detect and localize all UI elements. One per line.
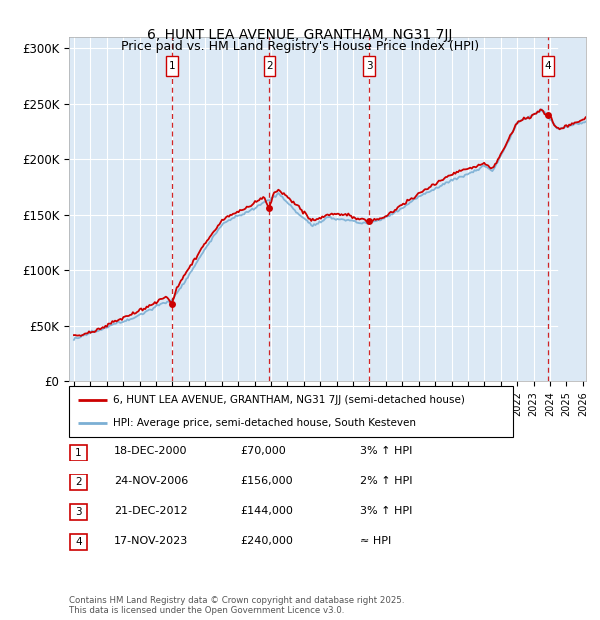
- Text: £240,000: £240,000: [240, 536, 293, 546]
- Text: 3: 3: [365, 61, 372, 71]
- Text: 1: 1: [169, 61, 175, 71]
- Text: 3% ↑ HPI: 3% ↑ HPI: [360, 446, 412, 456]
- Text: This data is licensed under the Open Government Licence v3.0.: This data is licensed under the Open Gov…: [69, 606, 344, 614]
- Text: 18-DEC-2000: 18-DEC-2000: [114, 446, 187, 456]
- Text: 2: 2: [266, 61, 272, 71]
- Text: 6, HUNT LEA AVENUE, GRANTHAM, NG31 7JJ (semi-detached house): 6, HUNT LEA AVENUE, GRANTHAM, NG31 7JJ (…: [113, 395, 465, 405]
- FancyBboxPatch shape: [263, 56, 275, 76]
- Text: 4: 4: [75, 537, 82, 547]
- Text: 21-DEC-2012: 21-DEC-2012: [114, 506, 188, 516]
- Text: 2% ↑ HPI: 2% ↑ HPI: [360, 476, 413, 486]
- Text: £70,000: £70,000: [240, 446, 286, 456]
- Text: £156,000: £156,000: [240, 476, 293, 486]
- Text: 1: 1: [75, 448, 82, 458]
- FancyBboxPatch shape: [69, 386, 513, 437]
- Text: 24-NOV-2006: 24-NOV-2006: [114, 476, 188, 486]
- Text: Contains HM Land Registry data © Crown copyright and database right 2025.: Contains HM Land Registry data © Crown c…: [69, 596, 404, 604]
- FancyBboxPatch shape: [70, 445, 88, 461]
- FancyBboxPatch shape: [70, 474, 88, 490]
- Text: HPI: Average price, semi-detached house, South Kesteven: HPI: Average price, semi-detached house,…: [113, 418, 416, 428]
- FancyBboxPatch shape: [363, 56, 375, 76]
- Text: 3: 3: [75, 507, 82, 517]
- Text: Price paid vs. HM Land Registry's House Price Index (HPI): Price paid vs. HM Land Registry's House …: [121, 40, 479, 53]
- Text: 2: 2: [75, 477, 82, 487]
- Text: ≈ HPI: ≈ HPI: [360, 536, 391, 546]
- Text: 4: 4: [545, 61, 551, 71]
- Text: 6, HUNT LEA AVENUE, GRANTHAM, NG31 7JJ: 6, HUNT LEA AVENUE, GRANTHAM, NG31 7JJ: [148, 28, 452, 42]
- FancyBboxPatch shape: [166, 56, 178, 76]
- Text: £144,000: £144,000: [240, 506, 293, 516]
- Text: 17-NOV-2023: 17-NOV-2023: [114, 536, 188, 546]
- Bar: [558, 37, 600, 381]
- FancyBboxPatch shape: [70, 534, 88, 550]
- FancyBboxPatch shape: [542, 56, 554, 76]
- Text: 3% ↑ HPI: 3% ↑ HPI: [360, 506, 412, 516]
- FancyBboxPatch shape: [70, 504, 88, 520]
